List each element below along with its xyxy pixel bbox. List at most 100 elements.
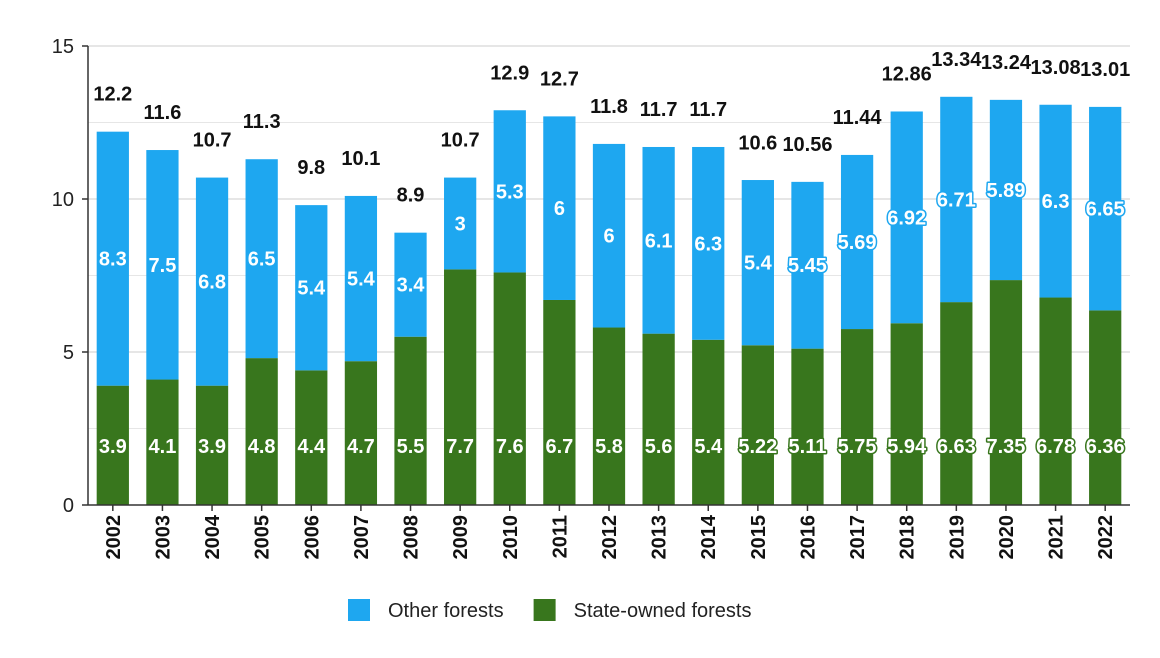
bar-state-owned-forests xyxy=(543,299,576,505)
x-category-label: 2012 xyxy=(599,515,621,560)
bar-state-owned-forests xyxy=(444,269,477,505)
x-category-label: 2022 xyxy=(1095,515,1117,560)
state-owned-value-label: 7.7 xyxy=(446,436,474,458)
state-owned-value-label: 5.75 xyxy=(838,436,877,458)
other-forests-value-label: 8.3 xyxy=(99,249,127,271)
other-forests-value-label: 5.4 xyxy=(297,278,326,300)
x-category-label: 2009 xyxy=(450,515,472,560)
other-forests-value-label: 7.5 xyxy=(149,255,177,277)
total-value-label: 12.9 xyxy=(490,62,529,84)
bar-state-owned-forests xyxy=(394,336,427,505)
x-category-label: 2005 xyxy=(252,515,274,560)
state-owned-value-label: 6.36 xyxy=(1086,436,1125,458)
other-forests-value-label: 5.3 xyxy=(496,181,524,203)
other-forests-value-label: 6.71 xyxy=(937,189,976,211)
bar-state-owned-forests xyxy=(692,339,725,505)
bar-state-owned-forests xyxy=(890,323,923,505)
total-value-label: 13.08 xyxy=(1031,57,1081,79)
state-owned-value-label: 5.4 xyxy=(694,436,723,458)
bar-other-forests xyxy=(96,131,129,386)
bar-other-forests xyxy=(642,146,675,334)
x-category-label: 2007 xyxy=(351,515,373,560)
bar-other-forests xyxy=(344,195,378,362)
state-owned-value-label: 6.7 xyxy=(545,436,573,458)
other-forests-value-label: 5.45 xyxy=(788,255,827,277)
total-value-label: 10.6 xyxy=(738,133,777,155)
bar-other-forests xyxy=(741,180,774,346)
state-owned-value-label: 5.6 xyxy=(645,436,673,458)
bar-other-forests xyxy=(890,111,923,324)
x-category-label: 2016 xyxy=(797,515,819,560)
bar-state-owned-forests xyxy=(96,385,129,505)
total-value-label: 12.7 xyxy=(540,68,579,90)
x-category-label: 2004 xyxy=(202,514,224,559)
total-value-label: 12.2 xyxy=(93,84,132,106)
total-value-label: 11.44 xyxy=(833,107,883,129)
other-forests-value-label: 6.8 xyxy=(198,272,226,294)
x-category-label: 2018 xyxy=(897,515,919,560)
x-category-label: 2014 xyxy=(698,514,720,559)
bar-state-owned-forests xyxy=(642,333,675,505)
bar-state-owned-forests xyxy=(1089,310,1122,505)
bar-state-owned-forests xyxy=(741,345,774,505)
bar-state-owned-forests xyxy=(493,272,526,505)
other-forests-value-label: 3 xyxy=(455,213,466,235)
legend-swatch xyxy=(348,599,370,621)
other-forests-value-label: 5.4 xyxy=(347,269,376,291)
bar-other-forests xyxy=(195,177,229,386)
bar-state-owned-forests xyxy=(940,302,973,505)
state-owned-value-label: 7.35 xyxy=(986,436,1025,458)
bar-state-owned-forests xyxy=(840,329,874,505)
x-category-label: 2013 xyxy=(649,515,671,560)
other-forests-value-label: 6.3 xyxy=(1042,191,1070,213)
bar-other-forests xyxy=(444,177,477,270)
total-value-label: 11.3 xyxy=(243,111,281,133)
bars xyxy=(96,96,1122,505)
other-forests-value-label: 5.89 xyxy=(986,180,1025,202)
total-value-label: 11.7 xyxy=(640,99,678,121)
other-forests-value-label: 5.69 xyxy=(838,232,877,254)
other-forests-value-label: 6.92 xyxy=(887,207,926,229)
bar-other-forests xyxy=(692,146,725,340)
legend-swatch xyxy=(533,599,556,621)
other-forests-value-label: 3.4 xyxy=(397,275,426,297)
state-owned-value-label: 4.7 xyxy=(347,436,375,458)
state-owned-value-label: 5.22 xyxy=(738,436,777,458)
state-owned-value-label: 5.8 xyxy=(595,436,623,458)
state-owned-value-label: 3.9 xyxy=(99,436,127,458)
total-value-label: 11.6 xyxy=(144,102,182,124)
x-category-label: 2008 xyxy=(401,515,423,560)
bar-other-forests xyxy=(1039,104,1072,298)
state-owned-value-label: 5.94 xyxy=(887,436,927,458)
other-forests-value-label: 6.65 xyxy=(1086,199,1125,221)
total-value-label: 13.34 xyxy=(931,49,982,71)
x-category-label: 2015 xyxy=(748,515,770,560)
total-value-label: 10.1 xyxy=(341,148,380,170)
legend-label: State-owned forests xyxy=(574,600,752,622)
bar-other-forests xyxy=(394,232,427,337)
total-value-label: 8.9 xyxy=(397,185,425,207)
segment-labels: 3.9 8.3 4.1 7.5 3.9 6.8 4.8 6.5 4.4 5.4 4.7 5.4 5.5 3… xyxy=(97,178,1126,459)
bar-other-forests xyxy=(989,99,1023,281)
bar-state-owned-forests xyxy=(344,361,378,505)
bar-other-forests xyxy=(493,110,526,273)
total-value-label: 13.24 xyxy=(981,52,1032,74)
bar-other-forests xyxy=(245,159,278,359)
total-value-label: 11.8 xyxy=(590,96,628,118)
bar-state-owned-forests xyxy=(295,370,328,505)
bar-state-owned-forests xyxy=(245,358,278,505)
y-tick-label: 10 xyxy=(52,189,74,211)
bar-other-forests xyxy=(1089,106,1122,311)
state-owned-value-label: 4.1 xyxy=(149,436,177,458)
y-tick-label: 5 xyxy=(63,342,74,364)
state-owned-value-label: 6.78 xyxy=(1036,436,1075,458)
y-axis: 0 5 10 15 xyxy=(52,36,89,517)
bar-other-forests xyxy=(146,150,179,380)
x-category-label: 2011 xyxy=(549,515,571,558)
x-category-label: 2003 xyxy=(152,515,174,560)
other-forests-value-label: 6.1 xyxy=(645,230,673,252)
x-category-label: 2002 xyxy=(103,515,125,560)
state-owned-value-label: 5.5 xyxy=(397,436,425,458)
bar-state-owned-forests xyxy=(146,379,179,505)
